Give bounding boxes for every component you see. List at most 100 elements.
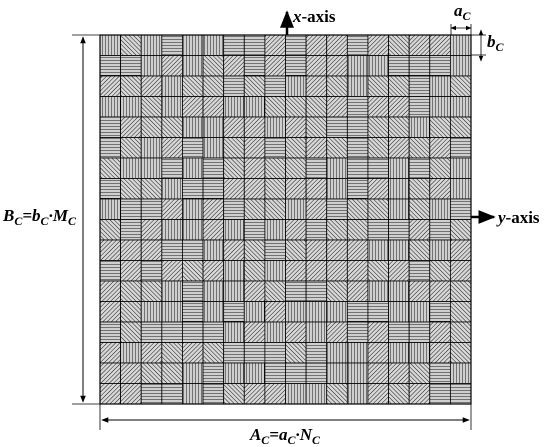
- hatched-cell: [202, 137, 225, 159]
- hatched-cell: [305, 137, 328, 159]
- hatched-cell: [99, 362, 122, 384]
- hatched-cell: [202, 34, 225, 56]
- hatched-cell: [202, 157, 225, 179]
- hatched-cell: [408, 178, 431, 200]
- hatched-cell: [182, 137, 204, 159]
- hatched-cell: [305, 383, 328, 405]
- label-part: y: [496, 208, 506, 227]
- hatched-cell: [388, 342, 410, 364]
- hatched-cell: [408, 96, 431, 118]
- hatched-cell: [243, 55, 266, 77]
- hatched-cell: [449, 280, 472, 302]
- hatched-cell: [429, 96, 451, 118]
- label-background: [2, 202, 82, 228]
- hatched-cell: [202, 321, 225, 343]
- hatched-cell: [388, 198, 410, 220]
- hatched-cell: [449, 34, 472, 56]
- hatched-cell: [120, 137, 142, 159]
- hatched-cell: [140, 198, 163, 220]
- hatched-cell: [388, 157, 410, 179]
- label-part: C: [41, 214, 50, 228]
- hatched-cell: [388, 383, 410, 405]
- hatched-cell: [243, 362, 266, 384]
- hatched-cell: [223, 198, 245, 220]
- hatched-cell: [429, 321, 451, 343]
- hatched-cell: [182, 342, 204, 364]
- hatched-cell: [202, 301, 225, 323]
- hatched-cell: [305, 116, 328, 138]
- hatched-cell: [367, 280, 389, 302]
- label-part: -axis: [302, 7, 336, 26]
- hatched-cell: [326, 280, 348, 302]
- label-part: C: [312, 433, 321, 447]
- hatched-cell: [305, 342, 328, 364]
- hatched-cell: [367, 96, 389, 118]
- hatched-cell: [99, 301, 122, 323]
- hatched-cell: [367, 198, 389, 220]
- hatched-cell: [99, 55, 122, 77]
- hatched-cell: [223, 321, 245, 343]
- hatched-cell: [202, 198, 225, 220]
- hatched-cell: [264, 55, 286, 77]
- hatched-cell: [202, 383, 225, 405]
- hatched-cell: [99, 198, 122, 220]
- hatched-cell: [120, 219, 142, 241]
- hatched-cell: [388, 362, 410, 384]
- hatched-cell: [243, 260, 266, 282]
- hatched-cell: [429, 362, 451, 384]
- hatched-cell: [202, 55, 225, 77]
- hatched-cell: [99, 321, 122, 343]
- hatched-cell: [264, 260, 286, 282]
- hatched-cell: [161, 383, 183, 405]
- hatched-cell: [449, 178, 472, 200]
- hatched-cell: [223, 260, 245, 282]
- label-part: C: [287, 433, 296, 447]
- label-part: -axis: [506, 208, 540, 227]
- hatched-cell: [243, 301, 266, 323]
- hatched-cell: [264, 342, 286, 364]
- hatched-cell: [388, 75, 410, 97]
- grid-border: [99, 34, 472, 405]
- hatched-cell: [429, 219, 451, 241]
- hatched-cell: [429, 342, 451, 364]
- label-part: C: [261, 433, 270, 447]
- hatched-cell: [120, 383, 142, 405]
- hatched-cell: [285, 321, 307, 343]
- hatched-cell: [182, 239, 204, 261]
- hatched-cell: [449, 137, 472, 159]
- label-part: C: [463, 9, 472, 23]
- hatched-cell: [182, 55, 204, 77]
- hatched-cell: [140, 342, 163, 364]
- hatched-cell: [140, 55, 163, 77]
- hatched-cell: [120, 157, 142, 179]
- hatched-cell: [120, 239, 142, 261]
- hatched-cell: [346, 75, 369, 97]
- hatched-cell: [243, 198, 266, 220]
- hatched-cell: [429, 157, 451, 179]
- hatched-cell: [305, 34, 328, 56]
- label-part: ·M: [49, 206, 69, 225]
- hatched-cell: [326, 178, 348, 200]
- hatched-cell: [326, 96, 348, 118]
- hatched-cell: [408, 34, 431, 56]
- hatched-cell: [223, 362, 245, 384]
- hatched-cell: [120, 198, 142, 220]
- hatched-cell: [99, 96, 122, 118]
- hatched-cell: [408, 137, 431, 159]
- hatched-cell: [408, 219, 431, 241]
- hatched-cell: [182, 96, 204, 118]
- hatched-cell: [326, 383, 348, 405]
- hatched-cell: [408, 157, 431, 179]
- hatched-cell: [429, 55, 451, 77]
- hatched-cell: [99, 137, 122, 159]
- hatched-cell: [243, 157, 266, 179]
- hatched-cell: [305, 280, 328, 302]
- hatched-cell: [449, 55, 472, 77]
- hatched-cell: [202, 219, 225, 241]
- hatched-cell: [408, 301, 431, 323]
- label-part: a: [454, 1, 463, 20]
- hatched-cell: [388, 96, 410, 118]
- hatched-cell: [367, 55, 389, 77]
- hatched-cell: [202, 116, 225, 138]
- hatched-cell: [223, 116, 245, 138]
